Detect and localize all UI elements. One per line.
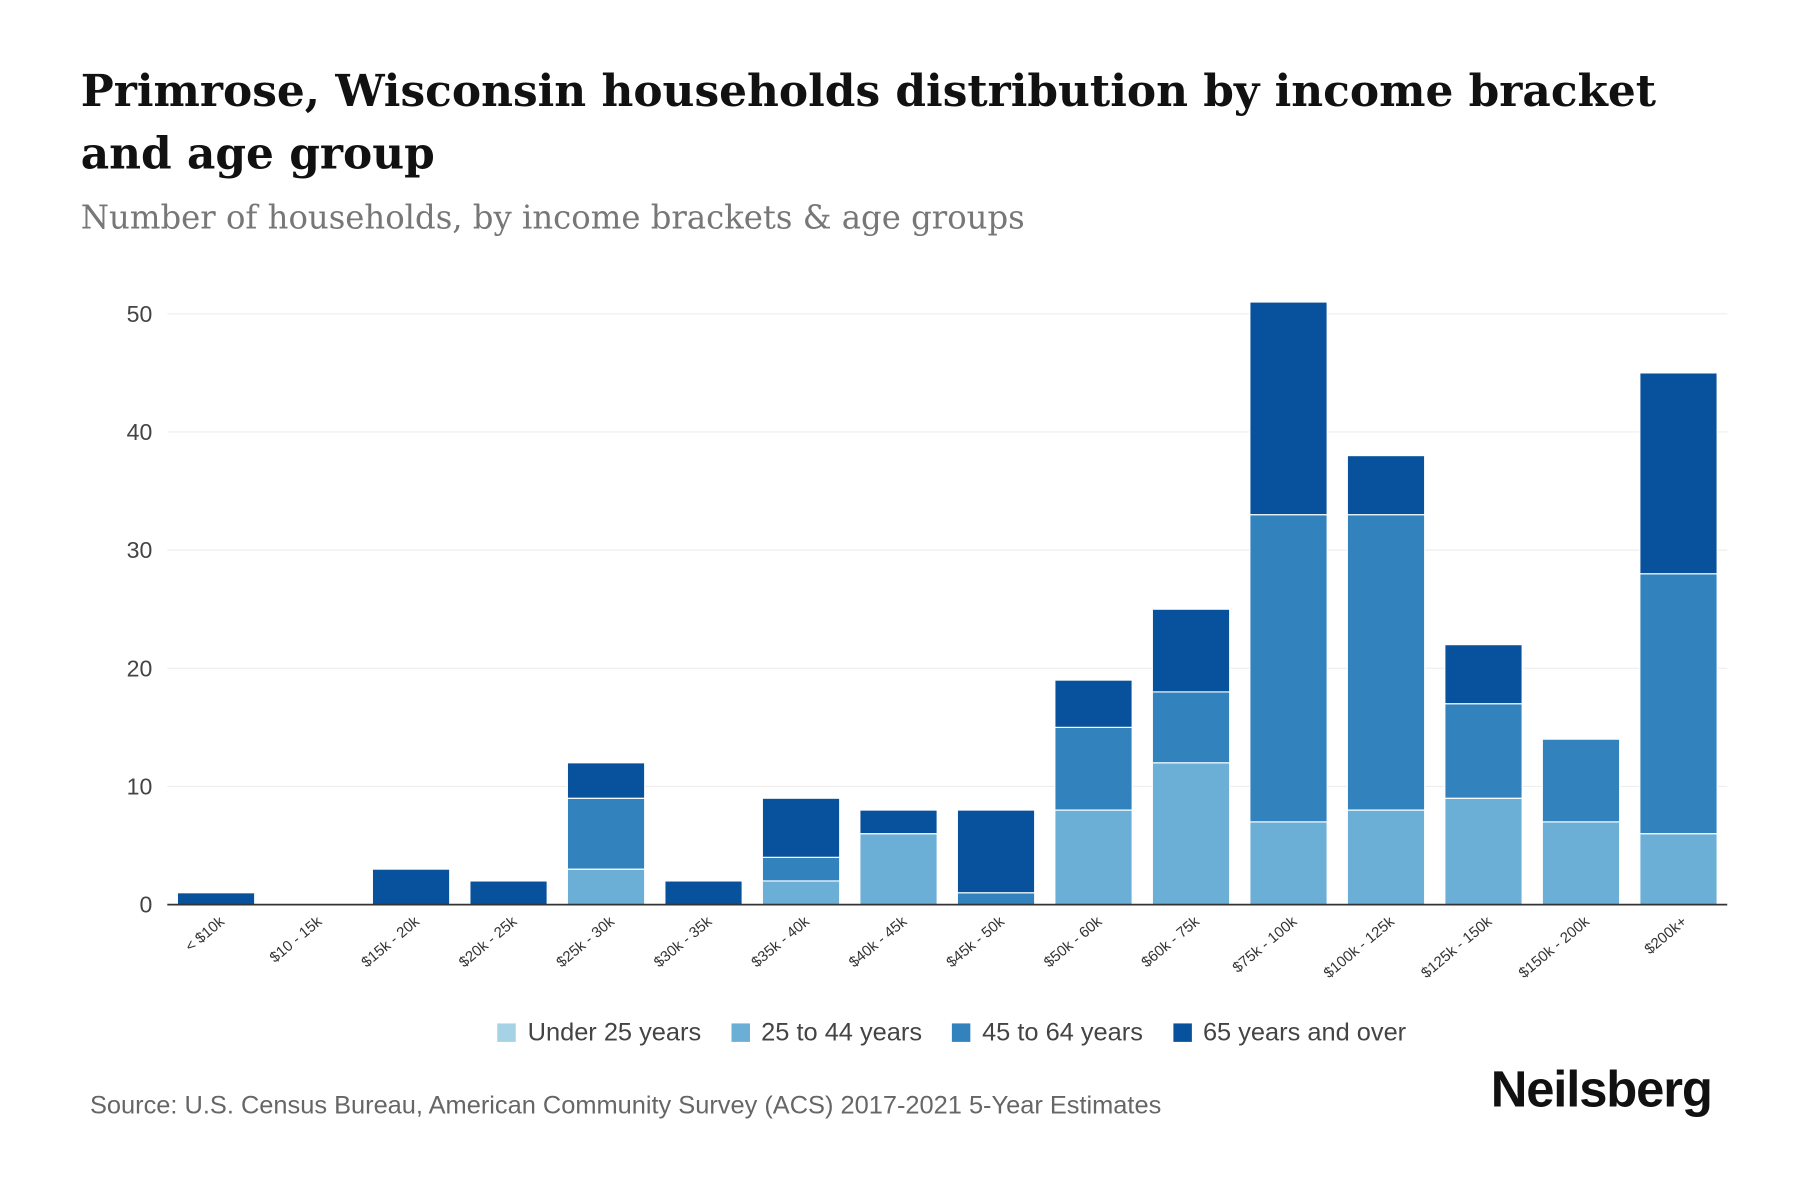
x-tick-label: $200k+ [1641, 913, 1690, 958]
x-tick-label: $30k - 35k [651, 913, 716, 971]
x-tick-label: $60k - 75k [1138, 913, 1203, 971]
source-note: Source: U.S. Census Bureau, American Com… [89, 1090, 1162, 1120]
bar-segment [1054, 679, 1133, 728]
x-tick-label: $45k - 50k [943, 913, 1008, 971]
bar-segment [956, 809, 1036, 894]
legend-label: 65 years and over [1202, 1017, 1407, 1047]
bar-segment [1249, 821, 1328, 906]
x-tick-label: $35k - 40k [748, 913, 813, 971]
bar-segment [956, 892, 1036, 906]
neilsberg-logo: Neilsberg [1490, 1061, 1713, 1119]
bar-segment [761, 856, 841, 882]
bar-segment [859, 809, 938, 835]
bar-segment [1346, 809, 1426, 906]
x-tick-label: $50k - 60k [1041, 913, 1106, 971]
legend-item: Under 25 years [497, 1017, 702, 1048]
bar-segment [761, 797, 841, 858]
plot-area: 0 10 20 30 40 50 < $10k $10 - 15k $15k - 20k $20k… [127, 301, 1728, 982]
x-tick-label: $75k - 100k [1229, 913, 1300, 977]
legend-swatch [497, 1023, 517, 1042]
y-tick-label: 40 [127, 419, 153, 445]
y-tick-label: 10 [127, 774, 153, 800]
bar-segment [1346, 455, 1426, 516]
x-tick-label: $10 - 15k [267, 913, 326, 967]
bar-segment [1054, 726, 1133, 811]
x-tick-label: $125k - 150k [1418, 913, 1496, 982]
bar-segment [1541, 738, 1621, 823]
x-tick-label: < $10k [182, 913, 228, 956]
x-tick-label: $25k - 30k [553, 913, 618, 971]
x-tick-label: $150k - 200k [1515, 913, 1593, 982]
bar-segment [1639, 833, 1718, 906]
bar-segment [1151, 691, 1231, 764]
bar-segment [566, 797, 646, 870]
bar-segment [1054, 809, 1133, 906]
bar-segment [1444, 703, 1523, 799]
legend-label: 25 to 44 years [761, 1017, 923, 1047]
bar-segment [566, 868, 646, 906]
legend: Under 25 years 25 to 44 years 45 to 64 yea… [0, 1018, 1800, 1048]
bar-segment [1444, 644, 1523, 705]
bar-segment [1541, 821, 1621, 906]
x-tick-label: $40k - 45k [846, 913, 911, 971]
legend-swatch [1172, 1023, 1192, 1042]
bar-segment [1639, 573, 1718, 835]
bar-segment [1346, 514, 1426, 811]
bar-segment [859, 833, 938, 906]
y-tick-label: 20 [127, 655, 153, 681]
y-tick-label: 50 [127, 301, 153, 327]
bar-segment [664, 880, 743, 906]
bar-segment [761, 880, 841, 906]
bar-segment [469, 880, 548, 906]
bar-segment [1151, 762, 1231, 906]
x-tick-label: $100k - 125k [1321, 913, 1399, 982]
bar-segment [566, 762, 646, 799]
legend-swatch [952, 1023, 971, 1042]
legend-item: 65 years and over [1172, 1017, 1407, 1048]
y-tick-label: 0 [139, 892, 152, 918]
bar-segment [1444, 797, 1523, 906]
bar-segment [1639, 372, 1718, 575]
x-tick-label: $20k - 25k [456, 913, 521, 971]
bar-segment [1151, 608, 1231, 693]
y-tick-label: 30 [127, 537, 153, 563]
legend-label: 45 to 64 years [982, 1017, 1143, 1047]
legend-swatch [731, 1023, 750, 1042]
chart-title: Primrose, Wisconsin households distribut… [80, 64, 1657, 179]
legend-label: Under 25 years [527, 1017, 702, 1047]
legend-item: 25 to 44 years [731, 1018, 922, 1048]
bar-segment [371, 868, 451, 906]
x-tick-label: $15k - 20k [358, 913, 423, 971]
legend-item: 45 to 64 years [952, 1018, 1143, 1048]
bar-segment [1249, 301, 1328, 516]
bar-segment [1249, 514, 1328, 823]
bar-segment [176, 892, 256, 906]
chart-subtitle: Number of households, by income brackets… [80, 198, 1025, 237]
